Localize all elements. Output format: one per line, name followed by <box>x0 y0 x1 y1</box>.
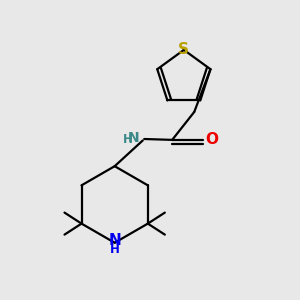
Text: N: N <box>108 233 121 248</box>
Text: H: H <box>123 133 132 146</box>
Text: H: H <box>110 243 120 256</box>
Text: O: O <box>205 131 218 146</box>
Text: S: S <box>178 42 189 57</box>
Text: N: N <box>127 131 139 146</box>
